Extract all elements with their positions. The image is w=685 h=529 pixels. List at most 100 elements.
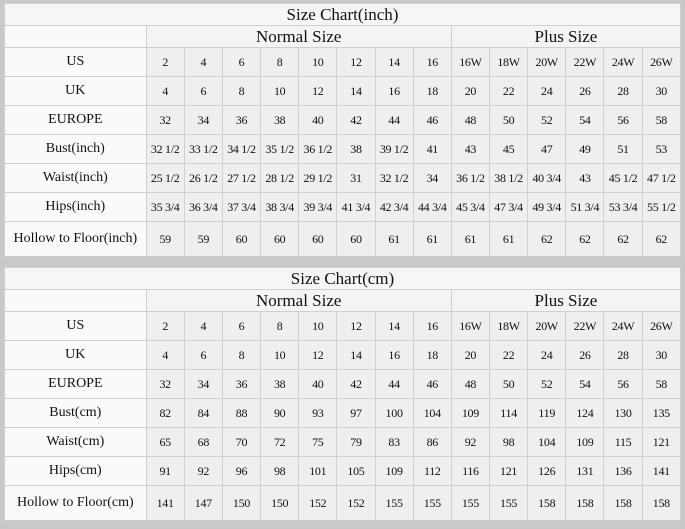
value-cell: 72: [260, 427, 300, 457]
value-cell: 86: [412, 427, 452, 457]
value-cell: 114: [488, 398, 529, 428]
value-cell: 42: [336, 369, 376, 399]
value-cell: 32 1/2: [145, 134, 185, 164]
table-row: Waist(cm) 65 68 70 72 75 79 83 86 92 98 104 109 115 12…: [4, 427, 682, 457]
value-cell: 38: [336, 134, 376, 164]
value-cell: 60: [221, 221, 262, 257]
row-label: Bust(inch): [4, 134, 147, 164]
value-cell: 10: [260, 76, 300, 106]
value-cell: 42: [336, 105, 376, 135]
value-cell: 10: [298, 47, 338, 77]
table-row: UK 4 6 8 10 12 14 16 18 20 22 24 26 28 30: [4, 340, 682, 370]
value-cell: 8: [260, 47, 300, 77]
value-cell: 47: [527, 134, 567, 164]
table-row: Hollow to Floor(inch) 59 59 60 60 60 60 61 61 61 6…: [4, 221, 682, 257]
value-cell: 104: [527, 427, 567, 457]
value-cell: 91: [145, 456, 185, 486]
value-cell: 47 1/2: [641, 163, 682, 193]
value-cell: 158: [565, 485, 605, 521]
value-cell: 12: [336, 311, 376, 341]
row-label: UK: [4, 76, 147, 106]
value-cell: 150: [221, 485, 262, 521]
value-cell: 4: [145, 76, 185, 106]
value-cell: 28 1/2: [260, 163, 300, 193]
row-label: UK: [4, 340, 147, 370]
value-cell: 40: [298, 369, 338, 399]
row-label: Waist(inch): [4, 163, 147, 193]
value-cell: 155: [374, 485, 414, 521]
value-cell: 109: [565, 427, 605, 457]
value-cell: 100: [374, 398, 414, 428]
value-cell: 115: [603, 427, 643, 457]
value-cell: 4: [183, 311, 223, 341]
value-cell: 40: [298, 105, 338, 135]
value-cell: 8: [221, 76, 262, 106]
value-cell: 45 3/4: [450, 192, 491, 222]
value-cell: 105: [336, 456, 376, 486]
row-label: US: [4, 47, 147, 77]
table-title: Size Chart(cm): [4, 267, 681, 290]
value-cell: 98: [260, 456, 300, 486]
value-cell: 10: [260, 340, 300, 370]
value-cell: 31: [336, 163, 376, 193]
value-cell: 36: [221, 369, 262, 399]
value-cell: 41 3/4: [336, 192, 376, 222]
value-cell: 46: [412, 369, 452, 399]
value-cell: 158: [527, 485, 567, 521]
corner-cell: [4, 25, 147, 48]
value-cell: 33 1/2: [183, 134, 223, 164]
value-cell: 14: [336, 76, 376, 106]
value-cell: 56: [603, 105, 643, 135]
row-label: Hollow to Floor(inch): [4, 221, 147, 257]
value-cell: 51 3/4: [565, 192, 605, 222]
value-cell: 24: [527, 340, 567, 370]
value-cell: 53: [641, 134, 682, 164]
value-cell: 26: [565, 340, 605, 370]
value-cell: 141: [145, 485, 185, 521]
value-cell: 79: [336, 427, 376, 457]
value-cell: 14: [374, 47, 414, 77]
value-cell: 92: [183, 456, 223, 486]
value-cell: 42 3/4: [374, 192, 414, 222]
value-cell: 34 1/2: [221, 134, 262, 164]
value-cell: 46: [412, 105, 452, 135]
value-cell: 62: [527, 221, 567, 257]
value-cell: 18W: [488, 47, 529, 77]
value-cell: 58: [641, 369, 682, 399]
value-cell: 48: [450, 369, 491, 399]
value-cell: 26W: [641, 47, 682, 77]
row-label: Hips(cm): [4, 456, 147, 486]
value-cell: 30: [641, 76, 682, 106]
value-cell: 26W: [641, 311, 682, 341]
value-cell: 41: [412, 134, 452, 164]
corner-cell: [4, 289, 147, 312]
plus-size-header: Plus Size: [450, 25, 682, 48]
value-cell: 62: [565, 221, 605, 257]
value-cell: 49 3/4: [527, 192, 567, 222]
value-cell: 101: [298, 456, 338, 486]
value-cell: 126: [527, 456, 567, 486]
value-cell: 158: [641, 485, 682, 521]
value-cell: 26: [565, 76, 605, 106]
value-cell: 37 3/4: [221, 192, 262, 222]
value-cell: 18: [412, 340, 452, 370]
value-cell: 53 3/4: [603, 192, 643, 222]
value-cell: 16: [412, 47, 452, 77]
value-cell: 60: [336, 221, 376, 257]
value-cell: 61: [374, 221, 414, 257]
value-cell: 104: [412, 398, 452, 428]
table-row: EUROPE 32 34 36 38 40 42 44 46 48 50 52 54 56 58: [4, 369, 682, 399]
table-row: Hips(inch) 35 3/4 36 3/4 37 3/4 38 3/4 39 3/4…: [4, 192, 682, 222]
value-cell: 152: [298, 485, 338, 521]
value-cell: 22W: [565, 47, 605, 77]
row-label: US: [4, 311, 147, 341]
value-cell: 141: [641, 456, 682, 486]
value-cell: 32: [145, 105, 185, 135]
value-cell: 12: [336, 47, 376, 77]
value-cell: 152: [336, 485, 376, 521]
value-cell: 16W: [450, 311, 491, 341]
value-cell: 51: [603, 134, 643, 164]
table-row: UK 4 6 8 10 12 14 16 18 20 22 24 26 28 30: [4, 76, 682, 106]
value-cell: 20W: [527, 311, 567, 341]
value-cell: 2: [145, 311, 185, 341]
